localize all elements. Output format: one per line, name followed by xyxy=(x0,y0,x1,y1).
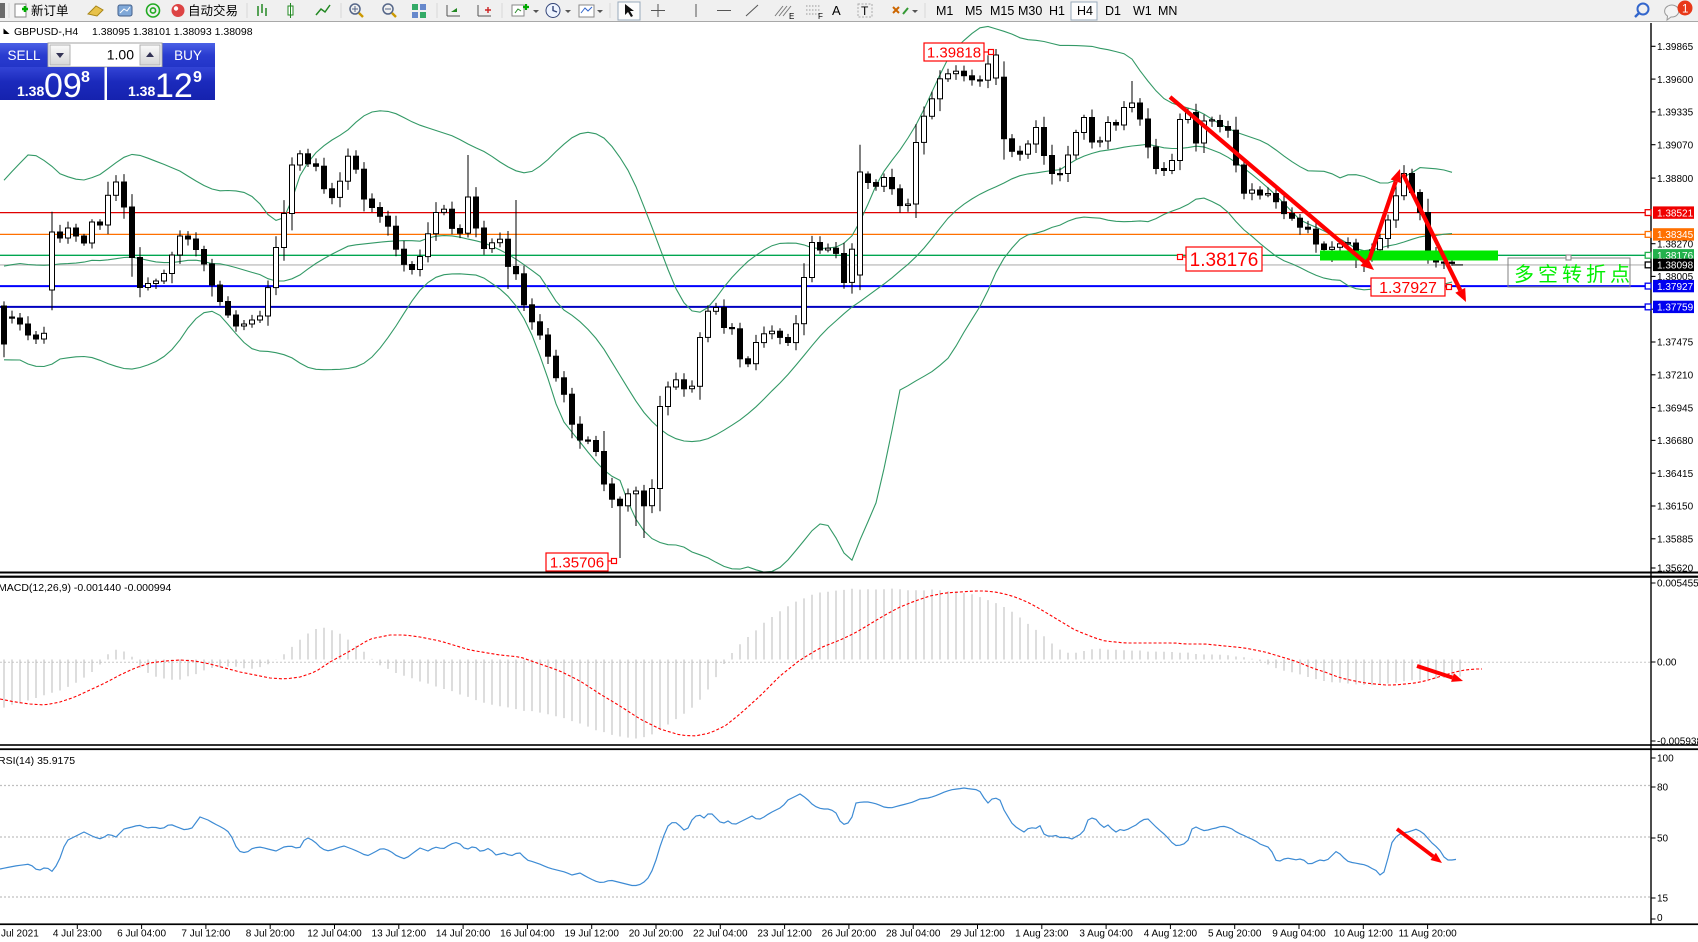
svg-text:80: 80 xyxy=(1657,783,1669,794)
svg-text:28 Jul 04:00: 28 Jul 04:00 xyxy=(886,929,941,940)
svg-text:9: 9 xyxy=(193,69,202,86)
svg-text:-0.005938: -0.005938 xyxy=(1657,737,1698,748)
svg-text:4 Aug 12:00: 4 Aug 12:00 xyxy=(1144,929,1198,940)
svg-text:M15: M15 xyxy=(990,4,1014,18)
svg-text:1.38800: 1.38800 xyxy=(1657,174,1694,185)
svg-text:1.38005: 1.38005 xyxy=(1657,272,1694,283)
svg-text:1.36150: 1.36150 xyxy=(1657,502,1694,513)
svg-text:Jul 2021: Jul 2021 xyxy=(1,929,39,940)
svg-text:1.39070: 1.39070 xyxy=(1657,140,1694,151)
svg-text:SELL: SELL xyxy=(7,48,41,63)
svg-text:0.00: 0.00 xyxy=(1657,658,1677,669)
svg-text:1.38098: 1.38098 xyxy=(1657,261,1694,272)
svg-text:1.38270: 1.38270 xyxy=(1657,239,1694,250)
svg-text:MN: MN xyxy=(1158,4,1177,18)
svg-text:1.38095 1.38101 1.38093 1.3809: 1.38095 1.38101 1.38093 1.38098 xyxy=(92,26,253,38)
svg-text:1.38: 1.38 xyxy=(128,83,155,99)
svg-text:1.36680: 1.36680 xyxy=(1657,436,1694,447)
svg-text:T: T xyxy=(861,4,869,18)
svg-text:1.37927: 1.37927 xyxy=(1657,282,1694,293)
svg-text:M5: M5 xyxy=(965,4,982,18)
svg-text:100: 100 xyxy=(1657,754,1674,765)
svg-text:29 Jul 12:00: 29 Jul 12:00 xyxy=(950,929,1005,940)
svg-text:11 Aug 20:00: 11 Aug 20:00 xyxy=(1398,929,1457,940)
svg-text:9 Aug 04:00: 9 Aug 04:00 xyxy=(1272,929,1326,940)
svg-text:4 Jul 23:00: 4 Jul 23:00 xyxy=(53,929,102,940)
svg-text:新订单: 新订单 xyxy=(31,3,69,18)
svg-text:F: F xyxy=(818,12,823,21)
svg-text:D1: D1 xyxy=(1105,4,1121,18)
svg-text:1.35620: 1.35620 xyxy=(1657,564,1694,575)
svg-text:22 Jul 04:00: 22 Jul 04:00 xyxy=(693,929,748,940)
svg-text:8 Jul 20:00: 8 Jul 20:00 xyxy=(246,929,295,940)
svg-text:RSI(14) 35.9175: RSI(14) 35.9175 xyxy=(0,755,75,767)
svg-text:23 Jul 12:00: 23 Jul 12:00 xyxy=(757,929,812,940)
svg-text:5 Aug 20:00: 5 Aug 20:00 xyxy=(1208,929,1262,940)
svg-text:20 Jul 20:00: 20 Jul 20:00 xyxy=(629,929,684,940)
svg-text:GBPUSD-,H4: GBPUSD-,H4 xyxy=(14,26,78,38)
svg-text:自动交易: 自动交易 xyxy=(188,3,238,18)
svg-text:8: 8 xyxy=(81,69,90,86)
svg-text:1.37475: 1.37475 xyxy=(1657,338,1694,349)
svg-text:1.39818: 1.39818 xyxy=(927,44,981,61)
svg-text:14 Jul 20:00: 14 Jul 20:00 xyxy=(436,929,491,940)
svg-text:1.35885: 1.35885 xyxy=(1657,535,1694,546)
svg-text:1.36945: 1.36945 xyxy=(1657,403,1694,414)
svg-text:H1: H1 xyxy=(1049,4,1065,18)
svg-text:W1: W1 xyxy=(1133,4,1152,18)
svg-text:1.37210: 1.37210 xyxy=(1657,371,1694,382)
svg-text:1.39865: 1.39865 xyxy=(1657,42,1694,53)
svg-text:0.005455: 0.005455 xyxy=(1657,579,1698,590)
svg-text:10 Aug 12:00: 10 Aug 12:00 xyxy=(1334,929,1393,940)
svg-text:1.39335: 1.39335 xyxy=(1657,108,1694,119)
svg-text:1.38176: 1.38176 xyxy=(1657,251,1694,262)
svg-text:1.38345: 1.38345 xyxy=(1657,230,1694,241)
svg-text:1.39600: 1.39600 xyxy=(1657,75,1694,86)
svg-text:19 Jul 12:00: 19 Jul 12:00 xyxy=(564,929,619,940)
svg-text:7 Jul 12:00: 7 Jul 12:00 xyxy=(181,929,230,940)
svg-text:H4: H4 xyxy=(1077,4,1093,18)
svg-text:1.36415: 1.36415 xyxy=(1657,469,1694,480)
svg-text:1: 1 xyxy=(1682,4,1688,16)
svg-text:1.00: 1.00 xyxy=(107,47,134,63)
svg-text:MACD(12,26,9) -0.001440 -0.000: MACD(12,26,9) -0.001440 -0.000994 xyxy=(0,582,172,594)
svg-text:1.38521: 1.38521 xyxy=(1657,208,1694,219)
svg-text:1.35706: 1.35706 xyxy=(550,554,604,571)
svg-text:13 Jul 12:00: 13 Jul 12:00 xyxy=(372,929,427,940)
svg-text:M1: M1 xyxy=(936,4,953,18)
svg-text:12 Jul 04:00: 12 Jul 04:00 xyxy=(307,929,362,940)
svg-text:BUY: BUY xyxy=(174,48,202,63)
svg-text:1.37759: 1.37759 xyxy=(1657,303,1694,314)
svg-text:1.38: 1.38 xyxy=(17,83,44,99)
svg-text:多空转折点: 多空转折点 xyxy=(1514,263,1634,286)
svg-text:16 Jul 04:00: 16 Jul 04:00 xyxy=(500,929,555,940)
svg-text:09: 09 xyxy=(44,67,82,105)
svg-text:12: 12 xyxy=(155,67,193,105)
svg-text:6 Jul 04:00: 6 Jul 04:00 xyxy=(117,929,166,940)
svg-text:3 Aug 04:00: 3 Aug 04:00 xyxy=(1079,929,1133,940)
svg-text:0: 0 xyxy=(1657,913,1663,924)
svg-text:15: 15 xyxy=(1657,894,1669,905)
svg-text:A: A xyxy=(832,3,841,18)
svg-text:1.37927: 1.37927 xyxy=(1379,280,1437,297)
svg-text:50: 50 xyxy=(1657,834,1669,845)
svg-text:M30: M30 xyxy=(1018,4,1042,18)
svg-text:26 Jul 20:00: 26 Jul 20:00 xyxy=(822,929,877,940)
svg-text:1.38176: 1.38176 xyxy=(1190,250,1259,271)
svg-text:1 Aug 23:00: 1 Aug 23:00 xyxy=(1015,929,1069,940)
svg-text:E: E xyxy=(789,12,794,21)
